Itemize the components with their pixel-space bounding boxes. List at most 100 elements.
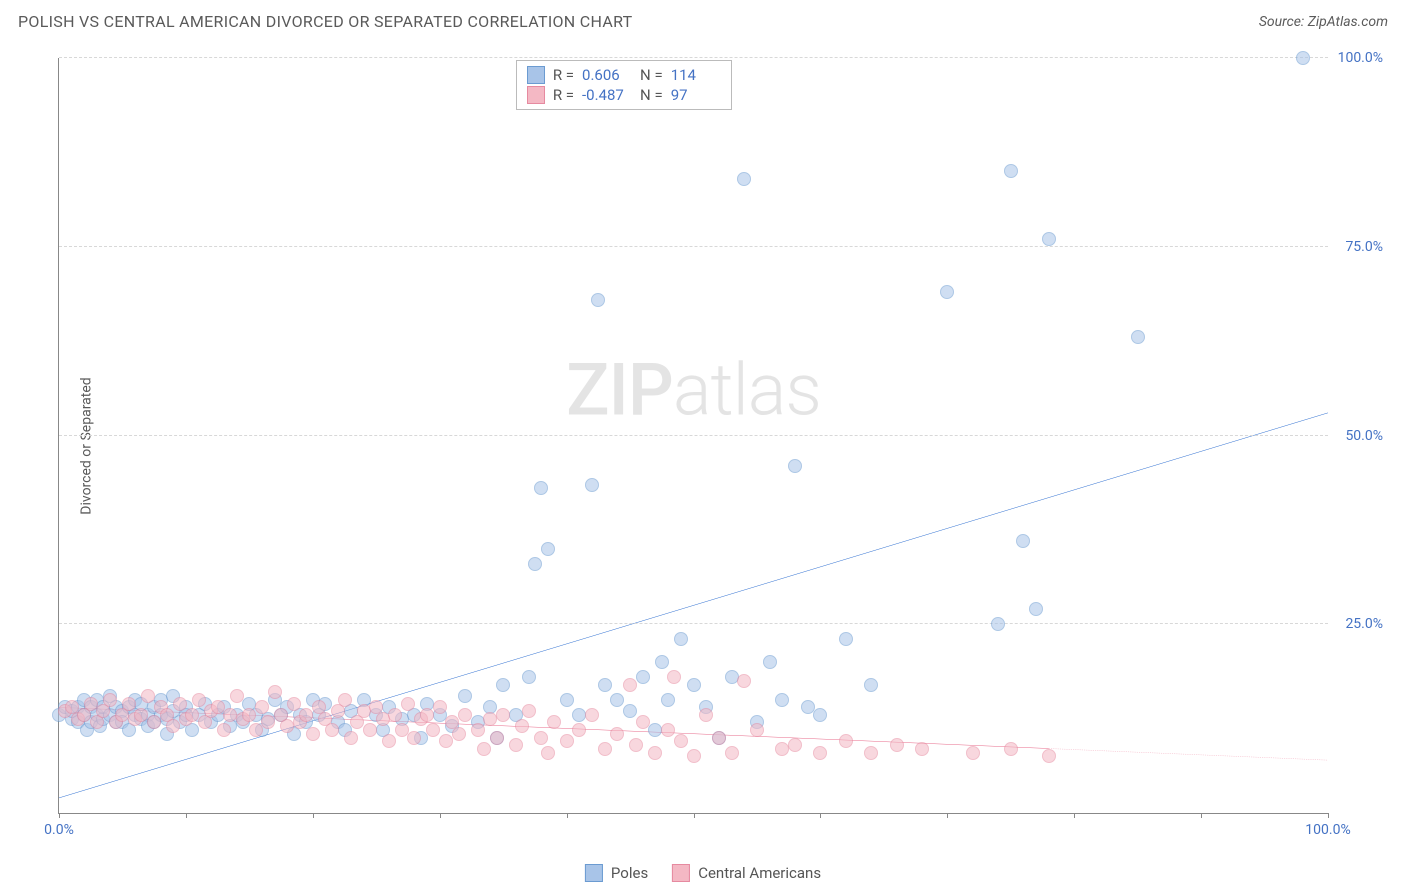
data-point bbox=[299, 708, 313, 722]
data-point bbox=[661, 693, 675, 707]
data-point bbox=[363, 723, 377, 737]
data-point bbox=[325, 723, 339, 737]
data-point bbox=[585, 708, 599, 722]
stats-row: R =0.606N =114 bbox=[527, 65, 721, 85]
data-point bbox=[750, 723, 764, 737]
data-point bbox=[458, 689, 472, 703]
data-point bbox=[915, 742, 929, 756]
data-point bbox=[528, 557, 542, 571]
x-tick bbox=[1328, 813, 1329, 818]
data-point bbox=[230, 689, 244, 703]
data-point bbox=[788, 459, 802, 473]
stat-label: R = bbox=[553, 66, 574, 84]
data-point bbox=[623, 678, 637, 692]
data-point bbox=[1029, 602, 1043, 616]
data-point bbox=[141, 689, 155, 703]
data-point bbox=[407, 731, 421, 745]
data-point bbox=[598, 742, 612, 756]
stat-n-value: 97 bbox=[671, 86, 721, 104]
data-point bbox=[839, 632, 853, 646]
data-point bbox=[534, 481, 548, 495]
data-point bbox=[541, 746, 555, 760]
data-point bbox=[674, 734, 688, 748]
data-point bbox=[763, 655, 777, 669]
data-point bbox=[636, 715, 650, 729]
stat-label: R = bbox=[553, 86, 574, 104]
legend-item: Poles bbox=[585, 864, 648, 882]
data-point bbox=[687, 749, 701, 763]
data-point bbox=[522, 704, 536, 718]
data-point bbox=[661, 723, 675, 737]
x-tick bbox=[1201, 813, 1202, 818]
data-point bbox=[636, 670, 650, 684]
legend-swatch bbox=[585, 864, 603, 882]
data-point bbox=[699, 708, 713, 722]
trend-line bbox=[59, 413, 1328, 798]
stats-row: R =-0.487N =97 bbox=[527, 85, 721, 105]
stat-label: N = bbox=[640, 86, 663, 104]
data-point bbox=[737, 674, 751, 688]
data-point bbox=[306, 727, 320, 741]
data-point bbox=[839, 734, 853, 748]
data-point bbox=[687, 678, 701, 692]
data-point bbox=[1131, 330, 1145, 344]
data-point bbox=[585, 478, 599, 492]
x-tick bbox=[440, 813, 441, 818]
legend-swatch bbox=[527, 86, 545, 104]
data-point bbox=[991, 617, 1005, 631]
data-point bbox=[166, 719, 180, 733]
data-point bbox=[648, 746, 662, 760]
y-tick-label: 100.0% bbox=[1338, 50, 1383, 66]
stats-legend: R =0.606N =114R =-0.487N =97 bbox=[516, 60, 732, 110]
data-point bbox=[890, 738, 904, 752]
data-point bbox=[173, 697, 187, 711]
data-point bbox=[813, 746, 827, 760]
watermark: ZIPatlas bbox=[566, 348, 821, 433]
x-tick bbox=[1074, 813, 1075, 818]
x-tick bbox=[820, 813, 821, 818]
data-point bbox=[737, 172, 751, 186]
data-point bbox=[509, 738, 523, 752]
data-point bbox=[388, 708, 402, 722]
data-point bbox=[217, 723, 231, 737]
x-tick bbox=[947, 813, 948, 818]
data-point bbox=[674, 632, 688, 646]
data-point bbox=[122, 697, 136, 711]
data-point bbox=[610, 727, 624, 741]
data-point bbox=[382, 734, 396, 748]
series-legend: Poles Central Americans bbox=[585, 864, 821, 882]
legend-swatch bbox=[527, 66, 545, 84]
chart-container: Divorced or Separated ZIPatlas R =0.606N… bbox=[48, 48, 1388, 844]
data-point bbox=[610, 693, 624, 707]
data-point bbox=[433, 700, 447, 714]
data-point bbox=[1042, 749, 1056, 763]
data-point bbox=[1016, 534, 1030, 548]
data-point bbox=[490, 731, 504, 745]
x-tick bbox=[186, 813, 187, 818]
source-attribution: Source: ZipAtlas.com bbox=[1259, 14, 1388, 30]
data-point bbox=[560, 734, 574, 748]
data-point bbox=[629, 738, 643, 752]
x-tick bbox=[694, 813, 695, 818]
legend-item: Central Americans bbox=[672, 864, 821, 882]
data-point bbox=[249, 723, 263, 737]
data-point bbox=[560, 693, 574, 707]
data-point bbox=[725, 746, 739, 760]
y-tick-label: 25.0% bbox=[1345, 616, 1383, 632]
gridline bbox=[59, 623, 1328, 624]
data-point bbox=[401, 697, 415, 711]
data-point bbox=[496, 708, 510, 722]
x-tick-label: 100.0% bbox=[1305, 822, 1350, 838]
data-point bbox=[426, 723, 440, 737]
gridline bbox=[59, 435, 1328, 436]
data-point bbox=[439, 734, 453, 748]
data-point bbox=[1296, 51, 1310, 65]
data-point bbox=[775, 693, 789, 707]
data-point bbox=[471, 723, 485, 737]
legend-label: Central Americans bbox=[698, 864, 821, 882]
data-point bbox=[864, 678, 878, 692]
y-tick-label: 75.0% bbox=[1345, 239, 1383, 255]
data-point bbox=[338, 693, 352, 707]
data-point bbox=[864, 746, 878, 760]
stat-r-value: 0.606 bbox=[582, 66, 632, 84]
